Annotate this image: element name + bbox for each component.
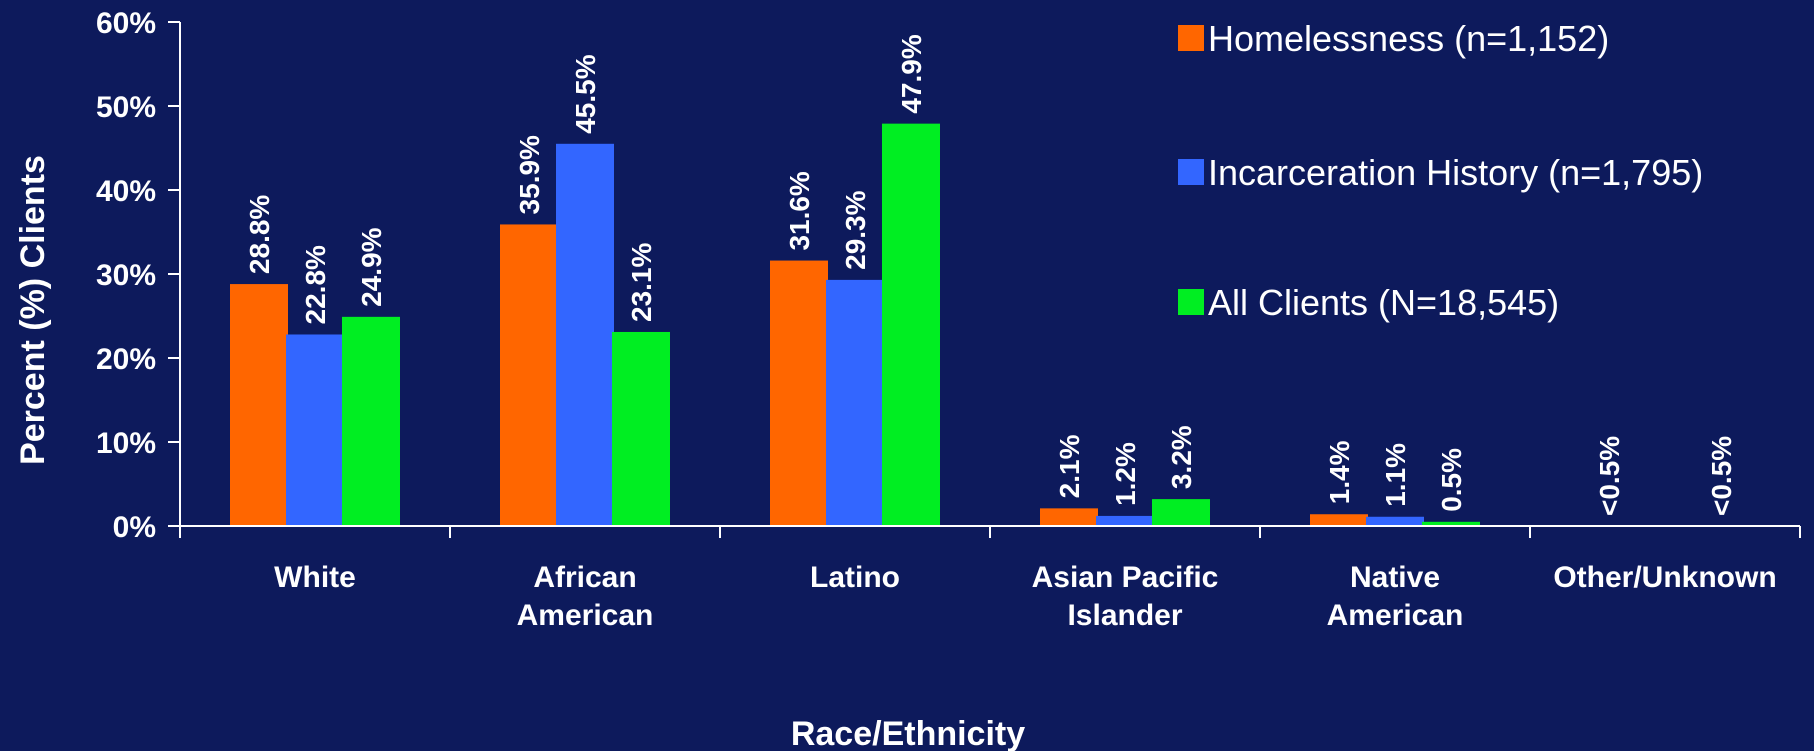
axes-layer: 0% 10% 20% 30% 40% 50% 60% White African American… (96, 7, 1801, 632)
bar (1040, 508, 1098, 526)
y-tick-label: 10% (96, 427, 156, 460)
bar (770, 260, 828, 526)
legend-label: Homelessness (n=1,152) (1208, 18, 1609, 59)
x-category-label-line: Other/Unknown (1553, 561, 1776, 594)
x-category-label: African American (517, 561, 654, 632)
x-category-label-line: American (1327, 599, 1464, 632)
x-axis-title: Race/Ethnicity (791, 715, 1025, 751)
data-label: 1.4% (1324, 440, 1355, 504)
bar (500, 224, 558, 526)
x-category-label: Asian Pacific Islander (1032, 561, 1219, 632)
legend-label: Incarceration History (n=1,795) (1208, 152, 1703, 193)
data-label: <0.5% (1706, 436, 1737, 516)
x-category-label-line: Islander (1067, 599, 1182, 632)
x-category-label: Latino (810, 561, 900, 594)
x-category-label-line: Asian Pacific (1032, 561, 1219, 594)
bar (826, 279, 884, 526)
legend-swatch (1178, 25, 1204, 51)
legend: Homelessness (n=1,152) Incarceration Hist… (1178, 18, 1703, 323)
x-category-label-line: Native (1350, 561, 1440, 594)
x-category-label-line: Latino (810, 561, 900, 594)
y-axis-title: Percent (%) Clients (14, 155, 52, 465)
data-labels-layer: 28.8% 22.8% 24.9% 35.9% 45.5% 23.1% 31.6% 29.3%… (244, 34, 1737, 516)
data-label: 24.9% (356, 227, 387, 306)
bar (230, 284, 288, 526)
data-label: 47.9% (896, 34, 927, 113)
y-tick-label: 20% (96, 343, 156, 376)
data-label: 1.1% (1380, 443, 1411, 507)
bar (1096, 515, 1154, 526)
bar (882, 123, 940, 526)
data-label: 28.8% (244, 195, 275, 274)
data-label: 31.6% (784, 171, 815, 250)
legend-swatch (1178, 159, 1204, 185)
data-label: 2.1% (1054, 434, 1085, 498)
x-category-label: Other/Unknown (1553, 561, 1776, 594)
x-category-label-line: American (517, 599, 654, 632)
data-label: 0.5% (1436, 448, 1467, 512)
data-label: 3.2% (1166, 425, 1197, 489)
data-label: 29.3% (840, 190, 871, 269)
bar (1422, 521, 1480, 526)
bar (286, 334, 344, 526)
bar (1366, 516, 1424, 526)
bar (342, 316, 400, 526)
x-category-label: Native American (1327, 561, 1464, 632)
x-category-label: White (274, 561, 356, 594)
data-label: 22.8% (300, 245, 331, 324)
x-category-label-line: African (533, 561, 636, 594)
y-tick-label: 60% (96, 7, 156, 40)
bar (612, 331, 670, 526)
y-tick-label: 30% (96, 259, 156, 292)
data-label: 35.9% (514, 135, 545, 214)
bar (1310, 514, 1368, 526)
x-category-label-line: White (274, 561, 356, 594)
bar (556, 143, 614, 527)
data-label: 23.1% (626, 242, 657, 321)
data-label: 45.5% (570, 54, 601, 133)
data-label: <0.5% (1594, 436, 1625, 516)
data-label: 1.2% (1110, 442, 1141, 506)
bars-layer (230, 123, 1480, 527)
legend-swatch (1178, 289, 1204, 315)
legend-label: All Clients (N=18,545) (1208, 282, 1559, 323)
y-tick-label: 50% (96, 91, 156, 124)
y-tick-label: 40% (96, 175, 156, 208)
bar (1152, 499, 1210, 526)
y-tick-label: 0% (113, 511, 156, 544)
